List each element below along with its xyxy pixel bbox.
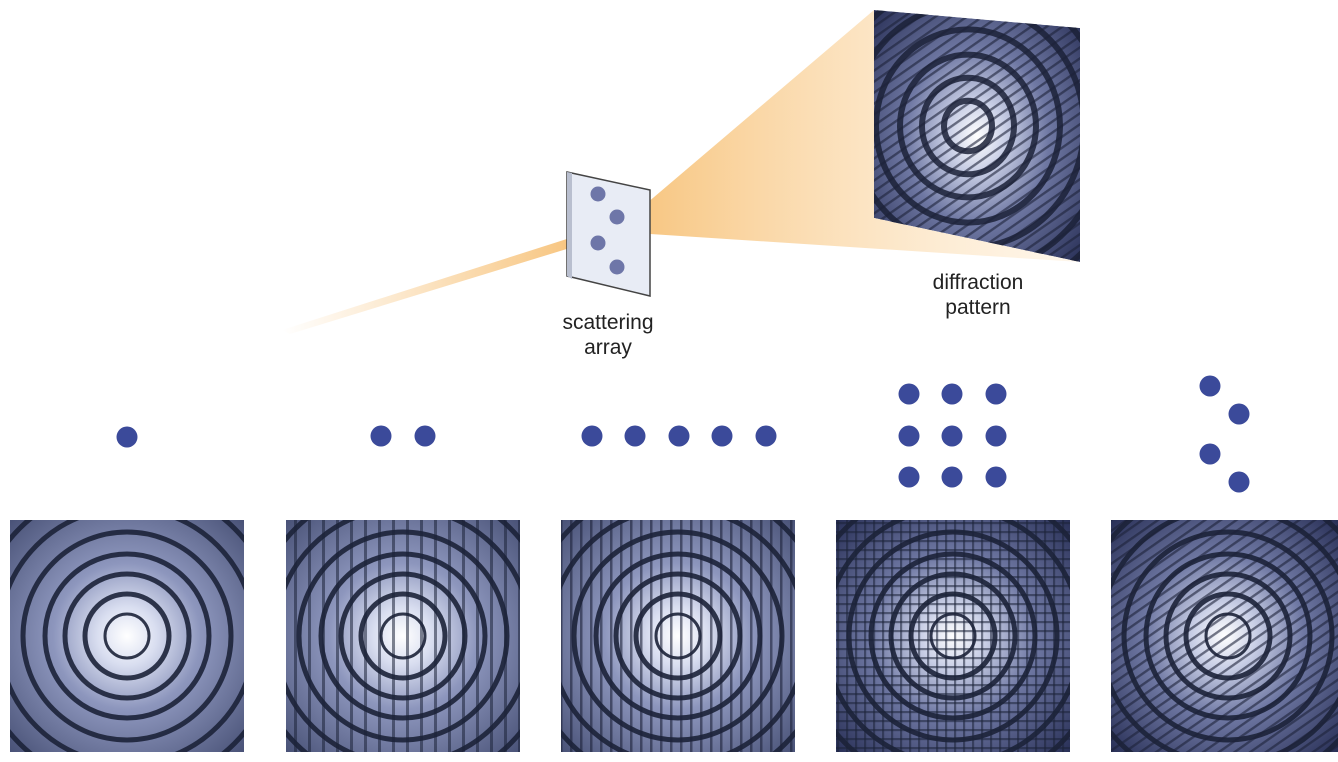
diffraction-pattern-label-line2: pattern — [945, 296, 1011, 319]
diffraction-pattern-label-line1: diffraction — [932, 271, 1024, 294]
diffraction-ring — [42, 551, 212, 721]
atom-dot-three-by-three-grid — [941, 383, 963, 405]
screen-atom — [590, 235, 606, 251]
scattering-array-label-line1: scattering — [562, 311, 654, 334]
atom-dot-four-atom-array — [1228, 403, 1250, 425]
pattern-grid — [836, 520, 1070, 752]
atom-dot-five-atom-row — [711, 425, 733, 447]
atom-dot-four-atom-array — [1199, 375, 1221, 397]
diffraction-pattern-label: diffraction pattern — [908, 270, 1048, 320]
incoming-beam — [282, 222, 622, 334]
atom-dot-five-atom-row — [668, 425, 690, 447]
atom-dot-three-by-three-grid — [898, 425, 920, 447]
atom-dot-three-by-three-grid — [941, 425, 963, 447]
scattering-array-label-line2: array — [584, 336, 632, 359]
atom-dot-three-by-three-grid — [985, 466, 1007, 488]
diffraction-ring — [62, 571, 192, 701]
screen-atom — [609, 209, 625, 225]
atom-dot-three-by-three-grid — [985, 425, 1007, 447]
atom-dot-five-atom-row — [624, 425, 646, 447]
atom-dot-five-atom-row — [581, 425, 603, 447]
atom-arrays — [116, 375, 1250, 493]
large-diffraction-pattern — [874, 10, 1080, 262]
pattern-single-atom — [10, 520, 244, 752]
atom-dot-three-by-three-grid — [985, 383, 1007, 405]
atom-dot-two-atoms — [370, 425, 392, 447]
atom-dot-three-by-three-grid — [898, 383, 920, 405]
scattered-beam-cone — [620, 10, 1080, 262]
atom-dot-five-atom-row — [755, 425, 777, 447]
atom-dot-four-atom-array — [1199, 443, 1221, 465]
pattern-four-atom-array — [1111, 520, 1338, 752]
atom-dot-three-by-three-grid — [941, 466, 963, 488]
diffraction-ring — [103, 612, 151, 660]
atom-dot-three-by-three-grid — [898, 466, 920, 488]
scattering-array-label: scattering array — [538, 310, 678, 360]
atom-dot-single-atom — [116, 426, 138, 448]
diffraction-ring — [20, 529, 234, 743]
pattern-two-atoms — [286, 520, 520, 752]
diffraction-ring — [82, 591, 172, 681]
screen-atom — [590, 186, 606, 202]
atom-dot-four-atom-array — [1228, 471, 1250, 493]
scattering-array-screen — [566, 171, 651, 297]
pattern-five-atom-row — [561, 520, 795, 752]
screen-atom — [609, 259, 625, 275]
atom-dot-two-atoms — [414, 425, 436, 447]
